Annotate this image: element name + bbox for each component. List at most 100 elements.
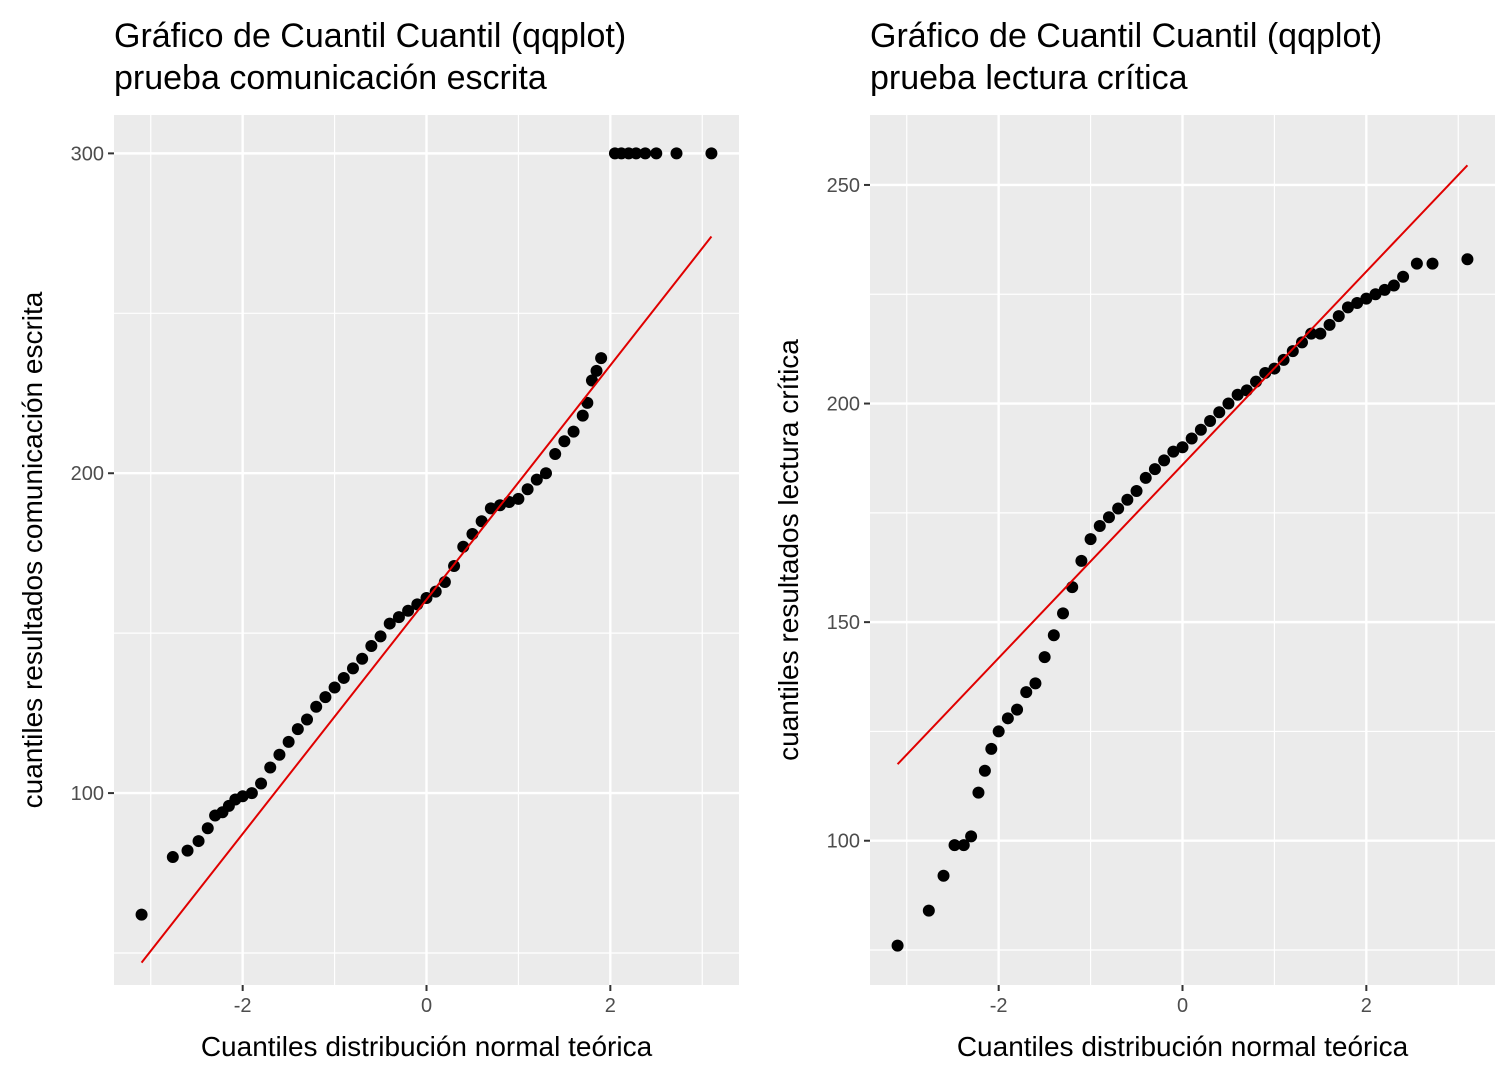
x-axis-title: Cuantiles distribución normal teórica <box>201 1031 653 1062</box>
data-point <box>1378 283 1391 296</box>
data-point <box>985 742 998 755</box>
grid-lines <box>114 115 739 985</box>
data-points <box>135 147 718 921</box>
data-point <box>1314 327 1327 340</box>
x-tick-label: 2 <box>1361 995 1372 1017</box>
data-point <box>328 681 341 694</box>
data-point <box>1075 554 1088 567</box>
data-point <box>1461 253 1474 266</box>
data-point <box>1305 327 1318 340</box>
data-point <box>1185 432 1198 445</box>
data-point <box>521 483 534 496</box>
data-point <box>1093 519 1106 532</box>
data-point <box>512 492 525 505</box>
data-point <box>992 725 1005 738</box>
data-point <box>1286 345 1299 358</box>
data-point <box>1112 502 1125 515</box>
data-point <box>948 839 961 852</box>
data-point <box>1057 607 1070 620</box>
data-point <box>576 409 589 422</box>
chart-title-line1: Gráfico de Cuantil Cuantil (qqplot) <box>114 17 626 55</box>
data-point <box>1194 423 1207 436</box>
y-tick-label: 150 <box>827 612 860 634</box>
reference-line <box>896 164 1469 765</box>
x-tick-label: -2 <box>234 995 252 1017</box>
data-point <box>891 939 904 952</box>
data-point <box>650 147 663 160</box>
data-point <box>705 147 718 160</box>
data-point <box>957 839 970 852</box>
data-point <box>1360 292 1373 305</box>
data-point <box>1231 388 1244 401</box>
data-point <box>301 713 314 726</box>
data-points <box>891 253 1474 952</box>
data-point <box>466 528 479 541</box>
data-point <box>346 662 359 675</box>
x-tick-label: 0 <box>1177 995 1188 1017</box>
data-point <box>181 844 194 857</box>
x-tick-label: 0 <box>421 995 432 1017</box>
data-point <box>670 147 683 160</box>
data-point <box>1001 712 1014 725</box>
data-point <box>1121 493 1134 506</box>
data-point <box>1240 384 1253 397</box>
data-point <box>1066 581 1079 594</box>
data-point <box>392 611 405 624</box>
data-point <box>1332 310 1345 323</box>
data-point <box>1295 336 1308 349</box>
x-tick-label: -2 <box>990 995 1008 1017</box>
data-point <box>1204 415 1217 428</box>
y-axis-title: cuantiles resultados comunicación escrit… <box>17 291 48 808</box>
data-point <box>567 425 580 438</box>
data-point <box>319 691 332 704</box>
data-point <box>1102 511 1115 524</box>
data-point <box>365 639 378 652</box>
data-point <box>530 473 543 486</box>
data-point <box>1341 301 1354 314</box>
data-point <box>972 786 985 799</box>
data-point <box>310 700 323 713</box>
y-tick-label: 200 <box>71 463 104 485</box>
y-tick-label: 200 <box>827 394 860 416</box>
axis-ticks: -2 0 2 100 200 300 <box>71 143 616 1017</box>
data-point <box>1167 445 1180 458</box>
data-point <box>402 604 415 617</box>
data-point <box>549 448 562 461</box>
data-point <box>1213 406 1226 419</box>
data-point <box>374 630 387 643</box>
y-tick-label: 250 <box>827 175 860 197</box>
data-point <box>282 735 295 748</box>
data-point <box>978 764 991 777</box>
data-point <box>1158 454 1171 467</box>
data-point <box>192 835 205 848</box>
y-tick-label: 100 <box>71 783 104 805</box>
data-point <box>965 830 978 843</box>
data-point <box>922 904 935 917</box>
data-point <box>429 585 442 598</box>
data-point <box>245 787 258 800</box>
data-point <box>201 822 214 835</box>
data-point <box>1047 629 1060 642</box>
qqplot-panel-comunicacion: Gráfico de Cuantil Cuantil (qqplot) prue… <box>17 17 739 1062</box>
data-point <box>255 777 268 790</box>
y-tick-label: 300 <box>71 143 104 165</box>
data-point <box>1139 471 1152 484</box>
data-point <box>630 147 643 160</box>
data-point <box>383 617 396 630</box>
data-point <box>1397 270 1410 283</box>
data-point <box>1020 686 1033 699</box>
data-point <box>1387 279 1400 292</box>
data-point <box>639 147 652 160</box>
y-axis-title: cuantiles resultados lectura crítica <box>773 339 804 761</box>
data-point <box>1130 484 1143 497</box>
data-point <box>1038 651 1051 664</box>
data-point <box>264 761 277 774</box>
data-point <box>1084 533 1097 546</box>
data-point <box>356 652 369 665</box>
chart-title-line2: prueba comunicación escrita <box>114 59 547 97</box>
x-axis-title: Cuantiles distribución normal teórica <box>957 1031 1409 1062</box>
data-point <box>1369 288 1382 301</box>
y-tick-label: 100 <box>827 831 860 853</box>
data-point <box>1426 257 1439 270</box>
